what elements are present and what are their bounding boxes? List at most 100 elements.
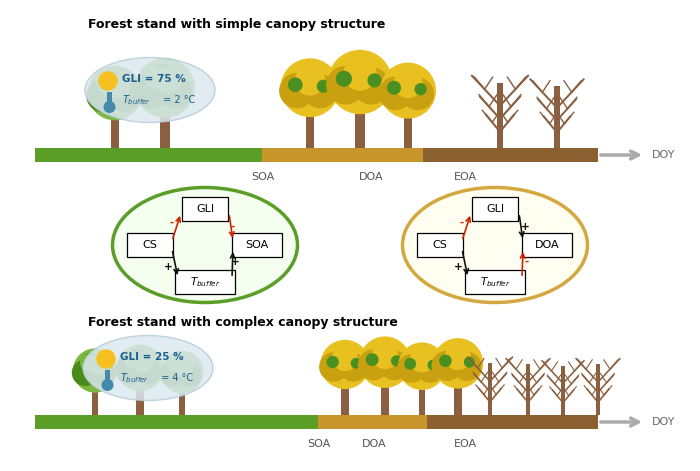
FancyBboxPatch shape (472, 197, 518, 221)
Text: DOY: DOY (652, 417, 676, 427)
Circle shape (326, 356, 339, 368)
Bar (160, 104, 169, 148)
Text: SOA: SOA (251, 172, 274, 182)
Text: DOA: DOA (358, 172, 384, 182)
Circle shape (379, 77, 412, 110)
Circle shape (336, 71, 352, 87)
Circle shape (452, 352, 482, 381)
Circle shape (332, 346, 358, 371)
Circle shape (167, 357, 183, 373)
Circle shape (288, 77, 302, 92)
Circle shape (134, 73, 169, 109)
Circle shape (445, 344, 471, 370)
Bar (136, 381, 144, 415)
Circle shape (439, 355, 452, 367)
Circle shape (178, 364, 201, 387)
Circle shape (80, 353, 103, 375)
Text: EOA: EOA (454, 172, 477, 182)
FancyBboxPatch shape (175, 270, 235, 294)
Circle shape (359, 336, 411, 388)
Circle shape (391, 355, 402, 366)
Circle shape (116, 356, 144, 384)
Ellipse shape (402, 187, 587, 302)
Bar (404, 106, 412, 148)
Text: $T_{buffer}$: $T_{buffer}$ (190, 275, 220, 289)
Text: -: - (170, 218, 174, 228)
Circle shape (168, 355, 190, 376)
Text: DOY: DOY (652, 150, 676, 160)
Circle shape (90, 362, 115, 386)
Circle shape (317, 80, 330, 93)
Circle shape (80, 354, 97, 371)
Ellipse shape (113, 187, 298, 302)
Circle shape (319, 352, 349, 382)
Circle shape (88, 355, 107, 375)
Bar (105, 370, 110, 384)
FancyBboxPatch shape (232, 233, 282, 257)
Circle shape (160, 361, 186, 387)
Bar (554, 86, 560, 148)
Text: CS: CS (143, 240, 158, 250)
Text: GLI = 25 %: GLI = 25 % (120, 352, 183, 362)
Circle shape (326, 66, 365, 105)
Text: +: + (230, 257, 239, 267)
Bar (596, 364, 601, 415)
Circle shape (145, 66, 167, 89)
Circle shape (404, 358, 416, 370)
Bar (306, 104, 314, 148)
Circle shape (295, 65, 326, 96)
Text: $T_{buffer}$: $T_{buffer}$ (120, 371, 148, 385)
Circle shape (117, 344, 163, 391)
Bar (35, 148, 262, 162)
Circle shape (353, 67, 390, 105)
Circle shape (358, 349, 389, 380)
FancyBboxPatch shape (182, 197, 228, 221)
Circle shape (379, 350, 409, 380)
Circle shape (86, 80, 119, 112)
Text: +: + (164, 262, 172, 272)
Text: Forest stand with complex canopy structure: Forest stand with complex canopy structu… (88, 316, 398, 329)
Bar (423, 148, 598, 162)
Text: DOA: DOA (535, 240, 559, 250)
FancyBboxPatch shape (522, 233, 572, 257)
Bar (497, 83, 503, 148)
Circle shape (72, 359, 98, 386)
Circle shape (99, 72, 117, 90)
Text: -: - (460, 218, 464, 228)
Text: +: + (521, 222, 529, 232)
Circle shape (380, 63, 436, 119)
Circle shape (321, 340, 370, 389)
Bar (35, 415, 318, 429)
Bar (382, 376, 388, 415)
Text: = 4 °C: = 4 °C (158, 373, 193, 383)
Circle shape (351, 358, 361, 369)
Bar (561, 366, 566, 415)
Bar (419, 379, 426, 415)
Circle shape (73, 349, 117, 393)
Text: SOA: SOA (246, 240, 269, 250)
Bar (488, 363, 492, 415)
Text: = 2 °C: = 2 °C (160, 95, 195, 105)
Bar (427, 415, 598, 429)
Circle shape (387, 81, 401, 95)
Text: $T_{buffer}$: $T_{buffer}$ (122, 93, 150, 107)
Circle shape (393, 69, 423, 98)
Circle shape (372, 342, 398, 369)
Circle shape (146, 64, 176, 94)
Text: $T_{buffer}$: $T_{buffer}$ (480, 275, 510, 289)
Bar (356, 100, 365, 148)
Circle shape (397, 354, 426, 383)
Circle shape (102, 379, 113, 391)
Circle shape (135, 58, 195, 118)
Bar (262, 148, 423, 162)
Ellipse shape (85, 57, 215, 122)
Circle shape (414, 83, 427, 95)
Text: DOA: DOA (362, 439, 387, 449)
Circle shape (104, 101, 116, 113)
Circle shape (343, 57, 377, 91)
Bar (342, 378, 349, 415)
Circle shape (402, 78, 434, 110)
Bar (178, 384, 186, 415)
Bar (92, 383, 99, 415)
Circle shape (159, 76, 192, 109)
